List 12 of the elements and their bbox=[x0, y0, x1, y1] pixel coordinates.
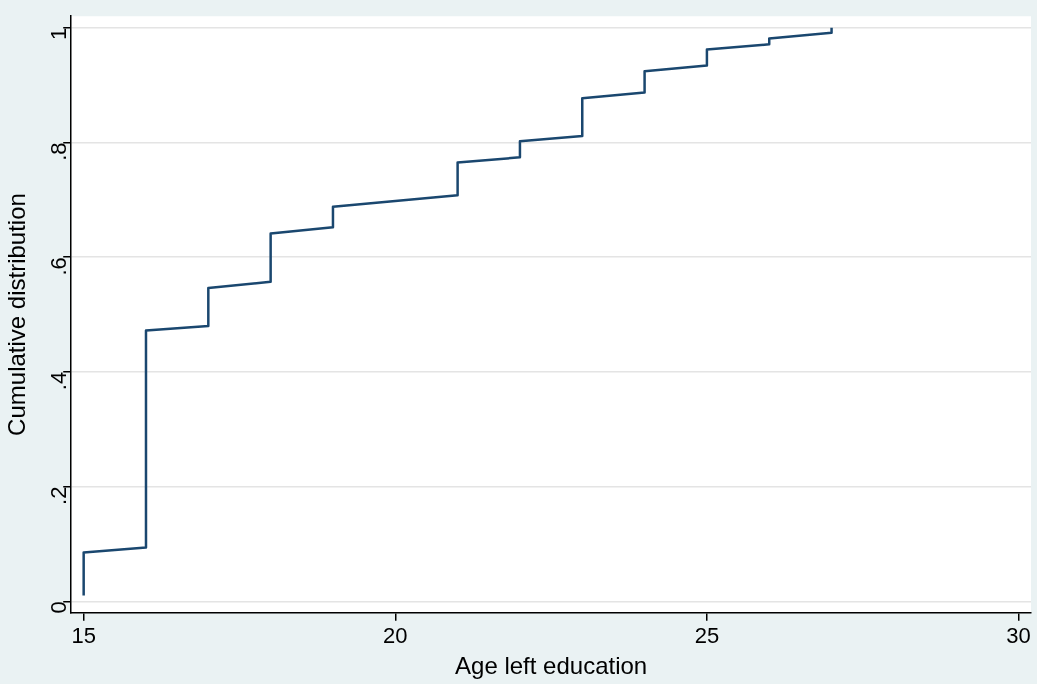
y-tick-label: .8 bbox=[46, 142, 72, 161]
y-tick-label: .6 bbox=[46, 257, 72, 276]
x-axis-title: Age left education bbox=[455, 652, 648, 680]
y-tick-label: 1 bbox=[46, 27, 72, 40]
x-tick-label: 15 bbox=[71, 623, 96, 649]
y-axis-title: Cumulative distribution bbox=[3, 193, 31, 436]
x-tick-label: 30 bbox=[1006, 623, 1031, 649]
y-tick-label: .2 bbox=[46, 486, 72, 505]
x-tick-label: 20 bbox=[383, 623, 408, 649]
y-tick-label: 0 bbox=[46, 601, 72, 614]
x-tick-label: 25 bbox=[694, 623, 720, 649]
y-tick-label: .4 bbox=[46, 371, 72, 391]
